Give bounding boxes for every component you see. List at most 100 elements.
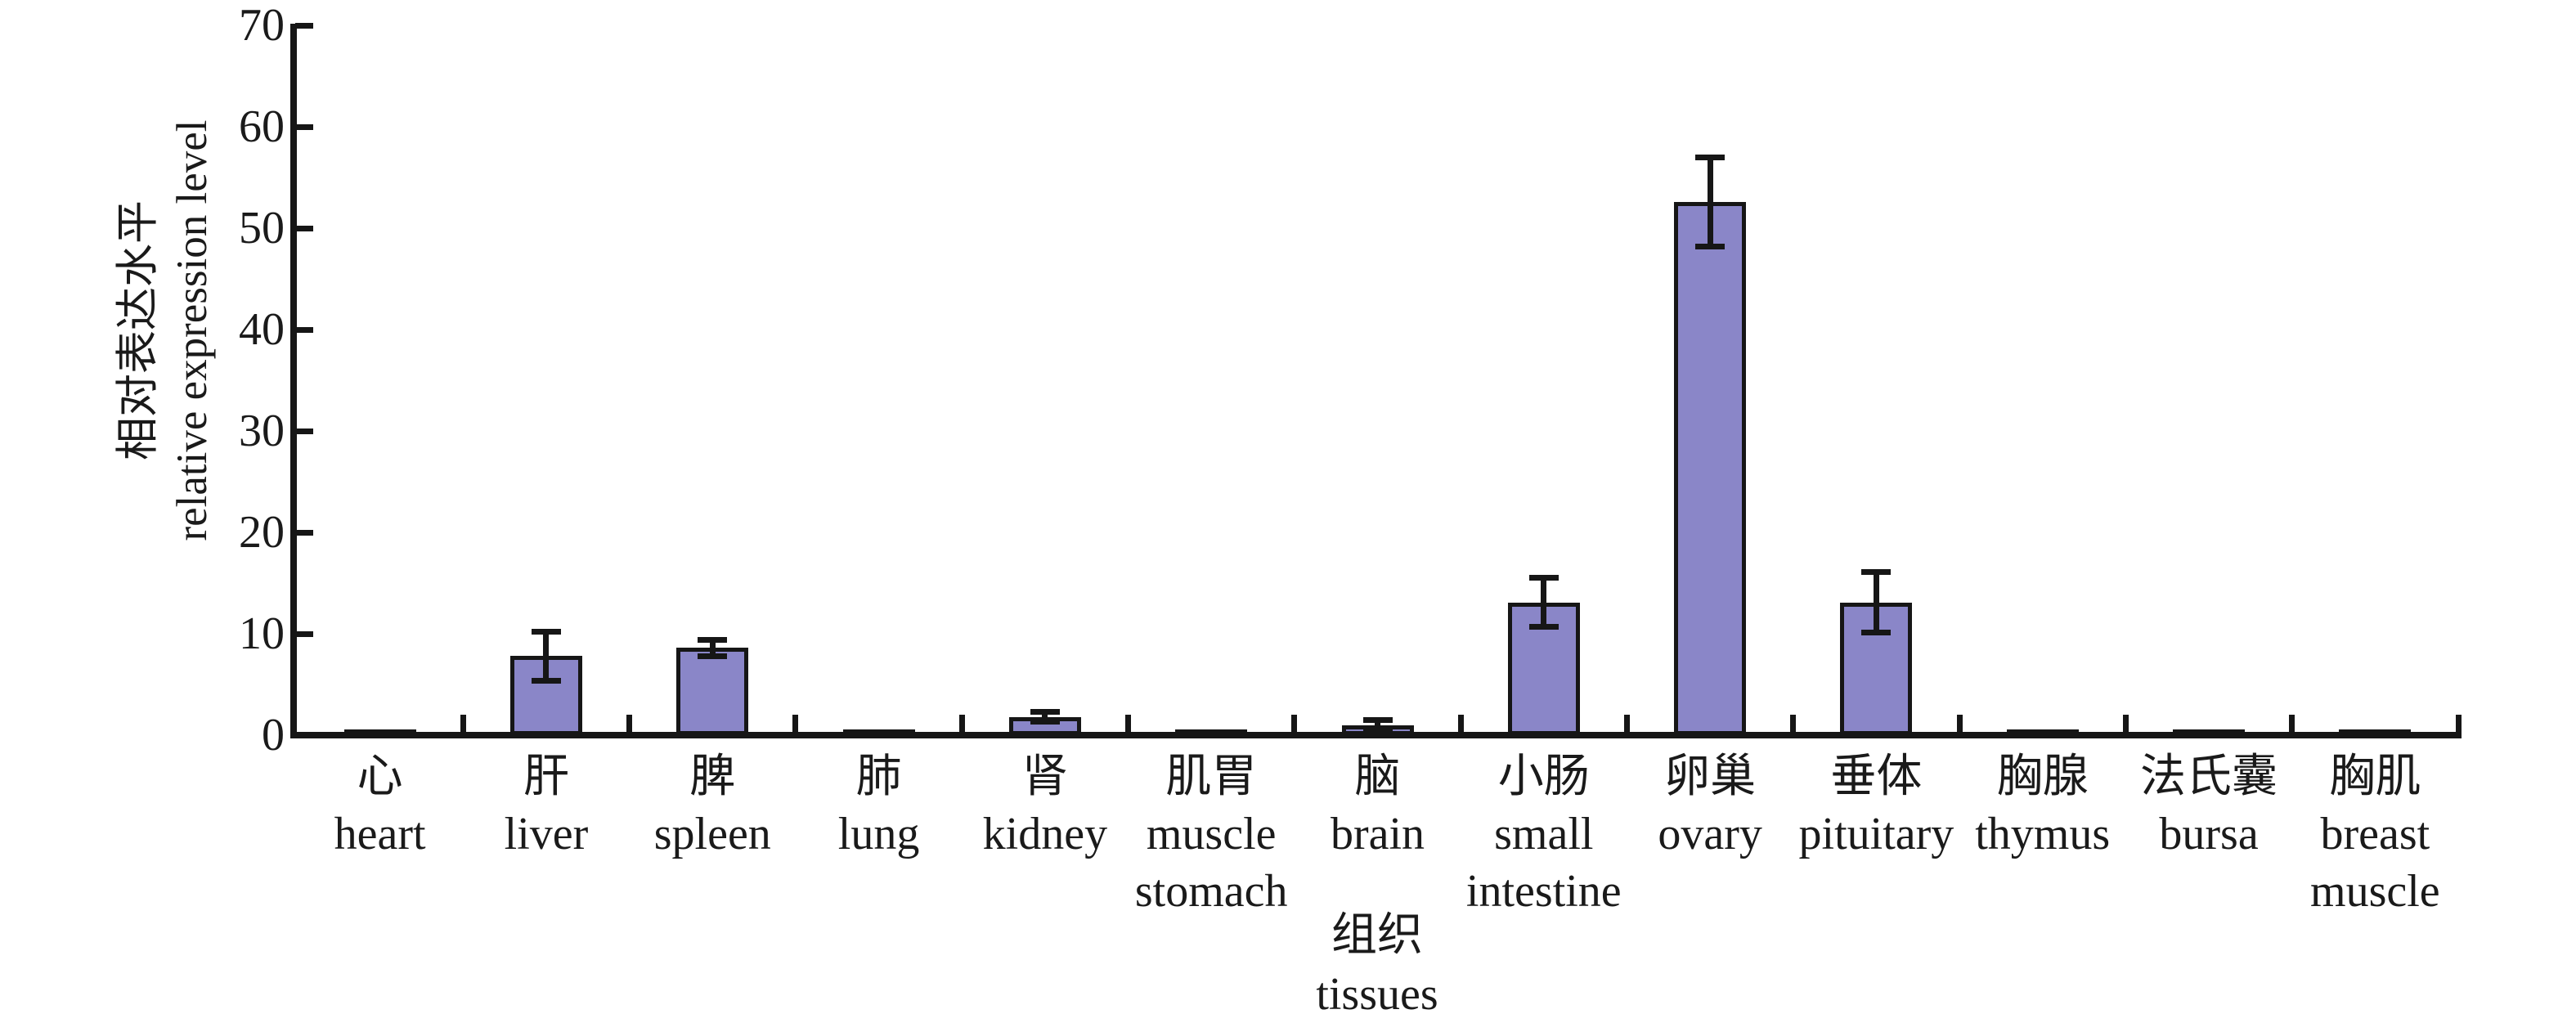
error-bar-liver: [543, 631, 550, 681]
y-axis-title-cn: 相对表达水平: [114, 200, 162, 461]
x-boundary-tick-8: [1623, 715, 1630, 732]
x-category-label-cn: 胸腺: [1996, 752, 2089, 802]
x-category-label-heart: 心 heart: [266, 748, 495, 863]
error-bar-spleen: [709, 639, 716, 657]
y-tick-label-60: 60: [239, 101, 285, 152]
y-axis-line: [290, 24, 297, 738]
y-tick-label-70: 70: [239, 0, 285, 51]
y-tick-30: [295, 428, 313, 434]
x-category-label-en: kidney: [982, 809, 1108, 859]
x-category-label-liver: 肝 liver: [432, 748, 661, 863]
y-tick-label-50: 50: [239, 203, 285, 254]
error-bar-brain: [1375, 720, 1380, 730]
error-bar-kidney: [1042, 711, 1048, 722]
x-category-label-en: brain: [1330, 809, 1425, 859]
x-boundary-tick-7: [1457, 715, 1464, 732]
x-category-label-brain: 脑 brain: [1263, 748, 1492, 863]
error-cap-bottom-brain: [1362, 727, 1393, 734]
x-category-label-en: muscle: [2310, 866, 2440, 917]
x-category-label-cn: 肾: [1021, 752, 1068, 802]
x-category-label-cn: 垂体: [1830, 752, 1923, 802]
error-cap-bottom-kidney: [1030, 719, 1060, 725]
error-cap-bottom-pituitary: [1861, 630, 1892, 636]
x-category-label-cn: 法氏囊: [2140, 752, 2278, 802]
y-tick-label-30: 30: [239, 406, 285, 456]
error-cap-top-kidney: [1030, 708, 1060, 715]
x-category-label-lung: 肺 lung: [765, 748, 994, 863]
x-boundary-tick-10: [1956, 715, 1963, 732]
x-category-label-en: lung: [837, 809, 920, 859]
x-boundary-tick-2: [626, 715, 633, 732]
x-boundary-tick-1: [460, 715, 466, 732]
x-category-label-pituitary: 垂体 pituitary: [1761, 748, 1990, 863]
error-bar-ovary: [1707, 157, 1713, 247]
x-category-label-en: liver: [504, 809, 589, 859]
bar-bursa: [2173, 729, 2246, 738]
x-category-label-en: thymus: [1975, 809, 2111, 859]
x-category-label-cn: 胸肌: [2329, 752, 2421, 802]
x-category-label-thymus: 胸腺 thymus: [1928, 748, 2157, 863]
x-boundary-tick-4: [958, 715, 965, 732]
x-axis-line: [290, 732, 2462, 738]
error-cap-top-spleen: [698, 636, 728, 643]
x-boundary-tick-11: [2122, 715, 2129, 732]
x-boundary-tick-3: [792, 715, 799, 732]
x-category-label-en: ovary: [1658, 809, 1762, 859]
bar-heart: [343, 729, 416, 738]
error-cap-bottom-liver: [531, 677, 561, 684]
x-category-label-cn: 肺: [855, 752, 902, 802]
x-boundary-tick-9: [1790, 715, 1797, 732]
bar-muscle-stomach: [1175, 729, 1248, 738]
x-category-label-ovary: 卵巢 ovary: [1595, 748, 1824, 863]
x-category-label-cn: 肌胃: [1165, 752, 1258, 802]
bar-ovary: [1674, 201, 1747, 735]
y-tick-20: [295, 529, 313, 536]
y-tick-50: [295, 225, 313, 231]
x-axis-title: 组织 tissues: [1132, 906, 1622, 1023]
error-bar-pituitary: [1873, 572, 1879, 633]
y-tick-label-20: 20: [239, 507, 285, 558]
x-category-label-muscle-stomach: 肌胃 muscle stomach: [1097, 748, 1326, 920]
error-cap-bottom-ovary: [1695, 243, 1726, 249]
x-boundary-tick-13: [2455, 715, 2462, 732]
error-cap-top-small-intestine: [1528, 575, 1559, 581]
x-category-label-cn: 小肠: [1497, 752, 1590, 802]
error-cap-top-brain: [1362, 716, 1393, 723]
x-category-label-breast-muscle: 胸肌 breast muscle: [2260, 748, 2489, 920]
error-cap-top-ovary: [1695, 154, 1726, 160]
x-category-label-en: pituitary: [1798, 809, 1954, 859]
y-tick-label-10: 10: [239, 608, 285, 659]
x-category-label-small-intestine: 小肠 small intestine: [1429, 748, 1658, 920]
x-category-label-en: small: [1494, 809, 1594, 859]
x-category-label-cn: 心: [357, 752, 403, 802]
x-category-label-cn: 卵巢: [1664, 752, 1757, 802]
x-boundary-tick-5: [1125, 715, 1132, 732]
error-cap-top-liver: [531, 629, 561, 635]
x-category-label-en: breast: [2320, 809, 2430, 859]
error-cap-top-pituitary: [1861, 568, 1892, 575]
y-tick-10: [295, 630, 313, 637]
bar-breast-muscle: [2339, 729, 2412, 738]
x-category-label-en: spleen: [653, 809, 771, 859]
y-tick-label-0: 0: [262, 710, 285, 761]
x-axis-title-en: tissues: [1316, 969, 1438, 1020]
y-tick-70: [295, 22, 313, 29]
x-boundary-tick-6: [1291, 715, 1298, 732]
bar-spleen: [676, 648, 749, 735]
error-cap-bottom-small-intestine: [1528, 623, 1559, 630]
y-tick-40: [295, 326, 313, 333]
error-bar-small-intestine: [1541, 577, 1547, 627]
x-category-label-cn: 肝: [523, 752, 569, 802]
y-tick-label-40: 40: [239, 304, 285, 355]
x-category-label-cn: 脾: [689, 752, 736, 802]
x-category-label-en: muscle: [1146, 809, 1277, 859]
bar-lung: [842, 729, 915, 738]
x-boundary-tick-12: [2289, 715, 2296, 732]
x-category-label-en: stomach: [1134, 866, 1288, 917]
x-axis-title-cn: 组织: [1331, 910, 1423, 961]
x-category-label-bursa: 法氏囊 bursa: [2094, 748, 2323, 863]
x-category-label-en: bursa: [2159, 809, 2259, 859]
x-category-label-en: intestine: [1465, 866, 1622, 917]
x-category-label-kidney: 肾 kidney: [931, 748, 1160, 863]
